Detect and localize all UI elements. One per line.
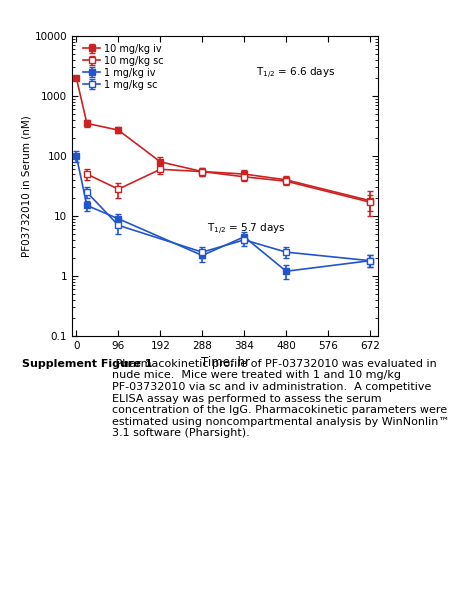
- Text: Pharmacokinetic profile of PF-03732010 was evaluated in nude mice.  Mice were tr: Pharmacokinetic profile of PF-03732010 w…: [112, 359, 450, 439]
- Text: T$_{1/2}$ = 5.7 days: T$_{1/2}$ = 5.7 days: [207, 222, 285, 237]
- Text: T$_{1/2}$ = 6.6 days: T$_{1/2}$ = 6.6 days: [256, 66, 335, 81]
- X-axis label: Time, hr: Time, hr: [201, 356, 249, 370]
- Y-axis label: PF03732010 in Serum (nM): PF03732010 in Serum (nM): [22, 115, 32, 257]
- Text: Supplement Figure 1: Supplement Figure 1: [22, 359, 153, 369]
- Legend: 10 mg/kg iv, 10 mg/kg sc, 1 mg/kg iv, 1 mg/kg sc: 10 mg/kg iv, 10 mg/kg sc, 1 mg/kg iv, 1 …: [83, 44, 164, 89]
